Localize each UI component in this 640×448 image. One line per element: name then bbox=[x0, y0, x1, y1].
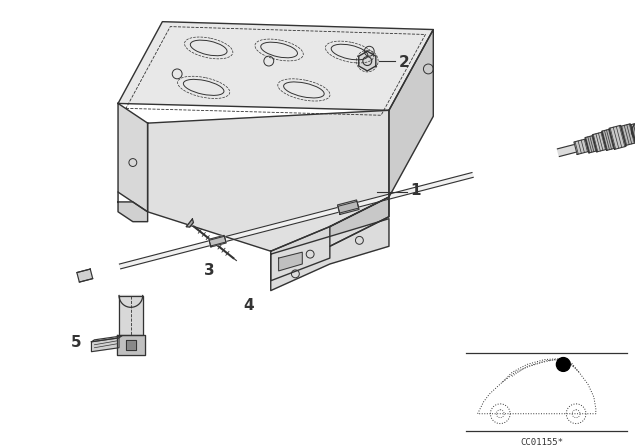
Polygon shape bbox=[271, 219, 389, 291]
Polygon shape bbox=[117, 335, 145, 355]
Text: CC01155*: CC01155* bbox=[520, 438, 563, 448]
Polygon shape bbox=[574, 139, 589, 155]
Polygon shape bbox=[389, 30, 433, 197]
Text: 3: 3 bbox=[204, 263, 215, 278]
Polygon shape bbox=[359, 51, 376, 71]
Polygon shape bbox=[593, 132, 606, 152]
Polygon shape bbox=[602, 129, 614, 151]
Polygon shape bbox=[118, 22, 433, 110]
Polygon shape bbox=[630, 123, 640, 142]
Polygon shape bbox=[557, 144, 577, 156]
Polygon shape bbox=[337, 200, 359, 215]
Polygon shape bbox=[330, 197, 389, 246]
Polygon shape bbox=[209, 235, 226, 247]
Polygon shape bbox=[148, 110, 389, 251]
Circle shape bbox=[632, 123, 640, 140]
Polygon shape bbox=[278, 252, 302, 271]
Polygon shape bbox=[271, 197, 389, 281]
Text: 4: 4 bbox=[244, 298, 254, 313]
Polygon shape bbox=[92, 338, 119, 352]
Circle shape bbox=[556, 358, 570, 371]
Polygon shape bbox=[609, 125, 626, 149]
Polygon shape bbox=[585, 136, 596, 153]
Text: 1: 1 bbox=[411, 183, 421, 198]
Polygon shape bbox=[119, 296, 143, 307]
Text: 2: 2 bbox=[399, 55, 410, 69]
Polygon shape bbox=[119, 296, 143, 335]
Polygon shape bbox=[209, 236, 226, 246]
Polygon shape bbox=[186, 219, 193, 227]
Polygon shape bbox=[118, 192, 148, 222]
Polygon shape bbox=[118, 103, 148, 212]
Polygon shape bbox=[621, 124, 636, 146]
Polygon shape bbox=[126, 340, 136, 350]
Polygon shape bbox=[338, 202, 358, 213]
Polygon shape bbox=[77, 269, 93, 282]
Polygon shape bbox=[92, 336, 122, 342]
Text: 5: 5 bbox=[70, 335, 81, 350]
Polygon shape bbox=[120, 172, 473, 269]
